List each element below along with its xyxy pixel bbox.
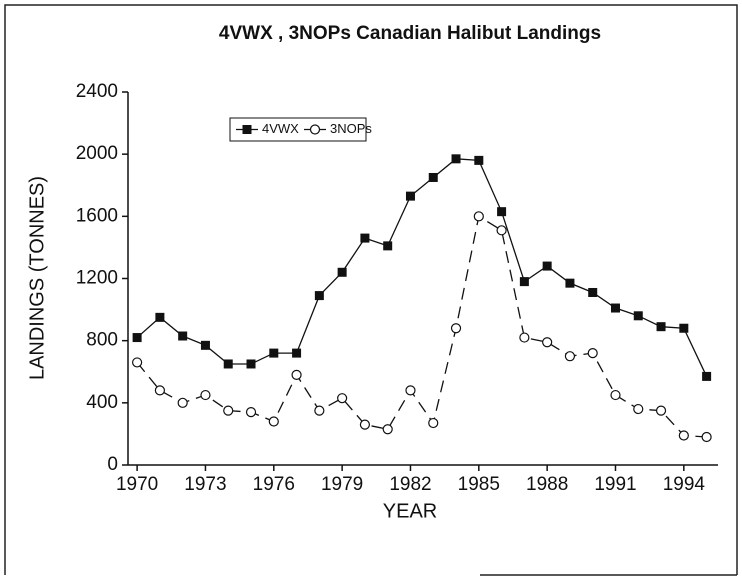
data-point bbox=[292, 348, 302, 358]
data-point bbox=[496, 225, 507, 236]
data-point bbox=[314, 291, 324, 301]
data-point bbox=[337, 393, 348, 404]
x-tick-label: 1979 bbox=[321, 474, 363, 495]
data-point bbox=[655, 405, 667, 416]
data-point bbox=[565, 278, 575, 288]
data-point bbox=[633, 311, 643, 321]
data-point bbox=[519, 332, 530, 343]
x-tick-label: 1973 bbox=[184, 474, 226, 495]
legend-label: 4VWX bbox=[262, 121, 299, 136]
data-point bbox=[200, 340, 210, 350]
data-point bbox=[314, 405, 325, 416]
legend-label: 3NOPs bbox=[330, 121, 372, 136]
data-point bbox=[587, 348, 598, 359]
y-tick-label: 400 bbox=[86, 392, 118, 413]
data-point bbox=[451, 154, 461, 164]
data-point bbox=[382, 424, 393, 435]
y-axis-label: LANDINGS (TONNES) bbox=[26, 176, 48, 380]
data-point bbox=[564, 351, 576, 362]
data-point bbox=[291, 369, 302, 380]
chart-title: 4VWX , 3NOPs Canadian Halibut Landings bbox=[219, 23, 601, 44]
data-point bbox=[633, 403, 644, 415]
data-point bbox=[610, 303, 620, 313]
y-tick-label: 2400 bbox=[76, 81, 118, 102]
data-point bbox=[200, 389, 211, 401]
data-point bbox=[245, 407, 257, 418]
data-point bbox=[154, 385, 165, 396]
data-point bbox=[678, 430, 689, 441]
data-point bbox=[383, 241, 393, 251]
data-point bbox=[588, 287, 598, 297]
data-point bbox=[337, 267, 347, 277]
y-tick-label: 1200 bbox=[76, 268, 118, 289]
data-point bbox=[405, 191, 415, 201]
data-point bbox=[428, 172, 438, 182]
data-point bbox=[223, 405, 234, 416]
data-point bbox=[519, 277, 529, 287]
x-axis-label: YEAR bbox=[383, 500, 437, 522]
y-tick-label: 800 bbox=[86, 330, 118, 351]
data-point bbox=[497, 207, 507, 217]
x-tick-label: 1985 bbox=[458, 474, 500, 495]
data-point bbox=[474, 155, 484, 165]
data-point bbox=[702, 371, 712, 381]
data-point bbox=[360, 233, 370, 243]
data-point bbox=[428, 417, 439, 429]
frame bbox=[4, 4, 738, 576]
data-point bbox=[155, 312, 165, 322]
data-point bbox=[701, 431, 712, 443]
x-tick-label: 1988 bbox=[526, 474, 568, 495]
data-point bbox=[450, 323, 462, 334]
x-tick-label: 1982 bbox=[389, 474, 431, 495]
data-point bbox=[132, 357, 143, 368]
x-tick-label: 1970 bbox=[116, 474, 158, 495]
data-point bbox=[269, 348, 279, 358]
y-tick-label: 2000 bbox=[76, 143, 118, 164]
data-point bbox=[359, 419, 371, 430]
data-point bbox=[132, 333, 142, 343]
data-point bbox=[223, 359, 233, 369]
data-point bbox=[473, 211, 484, 222]
data-point bbox=[542, 261, 552, 271]
series-line bbox=[136, 215, 707, 438]
data-point bbox=[679, 323, 689, 333]
data-point bbox=[542, 337, 553, 348]
data-point bbox=[656, 322, 666, 332]
x-tick-label: 1991 bbox=[594, 474, 636, 495]
y-tick-label: 0 bbox=[107, 454, 118, 475]
x-tick-label: 1976 bbox=[253, 474, 295, 495]
data-point bbox=[246, 359, 256, 369]
data-point bbox=[405, 385, 416, 396]
data-point bbox=[610, 389, 621, 401]
data-point bbox=[268, 416, 279, 427]
series-line bbox=[136, 158, 708, 377]
legend-box bbox=[229, 117, 367, 142]
data-point bbox=[178, 331, 188, 341]
data-point bbox=[177, 397, 188, 408]
y-tick-label: 1600 bbox=[76, 205, 118, 226]
x-tick-label: 1994 bbox=[663, 474, 706, 495]
legend-marker bbox=[309, 124, 321, 135]
legend-marker bbox=[242, 125, 252, 134]
